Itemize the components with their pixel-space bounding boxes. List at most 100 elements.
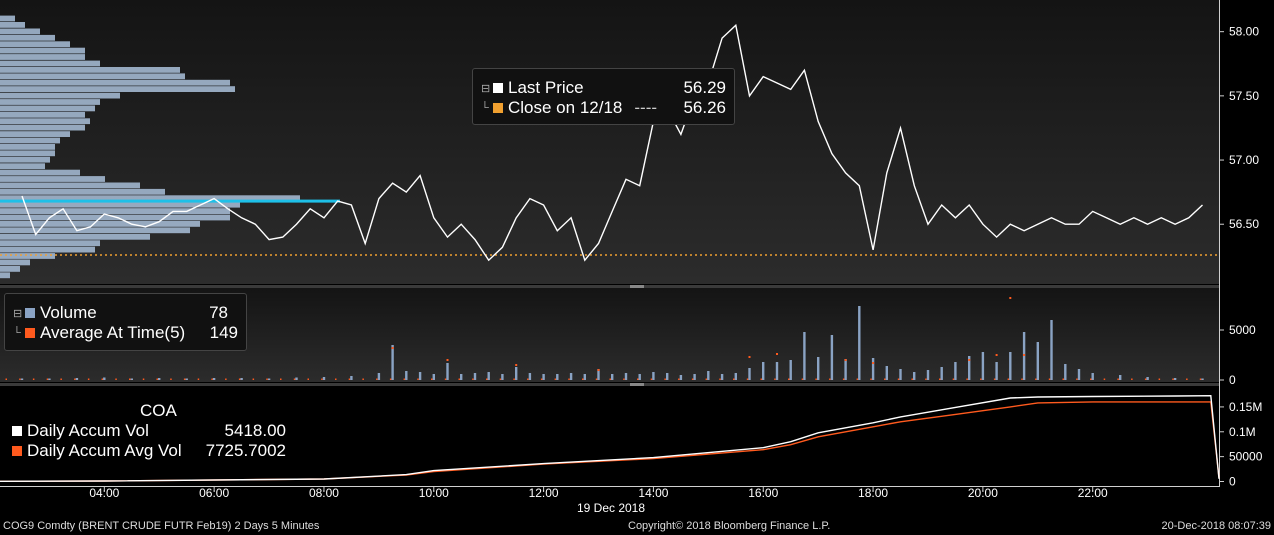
accum-panel: [0, 386, 1219, 486]
volume-profile-bar: [0, 188, 165, 195]
x-tick-label: 08:00: [309, 486, 339, 500]
close-dashes: ----: [634, 98, 658, 117]
last-price-swatch: [493, 83, 503, 93]
y-tick-label: 57.00: [1229, 153, 1259, 167]
volume-legend[interactable]: ⊟ Volume 78 └ Average At Time(5) 149: [4, 293, 247, 351]
volume-bar: [1036, 342, 1039, 380]
volume-bar: [528, 373, 532, 380]
volume-profile-bar: [0, 131, 70, 137]
avg-baseline-dot: [650, 378, 653, 380]
avg-baseline-dot: [321, 378, 323, 380]
volume-swatch: [25, 308, 35, 318]
tree-branch-icon: └: [13, 327, 21, 339]
avg-baseline-dot: [211, 378, 213, 380]
accum-legend[interactable]: COA Daily Accum Vol 5418.00 Daily Accum …: [4, 401, 294, 467]
volume-profile-bar: [0, 118, 90, 125]
volume-bar: [487, 372, 490, 380]
resize-handle-2[interactable]: [630, 383, 644, 386]
avg-baseline-dot: [691, 378, 694, 380]
avg-baseline-dot: [705, 378, 708, 380]
volume-profile-bar: [0, 41, 70, 48]
avg-baseline-dot: [32, 378, 35, 380]
volume-bar: [720, 374, 724, 380]
avg-baseline-dot: [842, 378, 845, 380]
volume-bar: [350, 376, 353, 380]
avg-baseline-dot: [801, 378, 804, 380]
avg-baseline-dot: [609, 378, 611, 380]
footer-bar: COG9 Comdty (BRENT CRUDE FUTR Feb19) 2 D…: [0, 517, 1274, 535]
volume-bar: [611, 374, 614, 380]
x-tick-label: 18:00: [858, 486, 888, 500]
y-tick-label: 57.50: [1229, 89, 1259, 103]
avg-baseline-dot: [623, 378, 625, 380]
y-tick-label: 0.1M: [1229, 425, 1256, 439]
avg-label: Average At Time(5): [40, 323, 186, 342]
x-tick-label: 16:00: [748, 486, 778, 500]
resize-handle-1[interactable]: [630, 285, 644, 288]
volume-bar: [858, 306, 861, 380]
volume-profile-bar: [0, 124, 85, 131]
volume-bar: [377, 373, 381, 380]
x-tick-label: 20:00: [968, 486, 998, 500]
avg-baseline-dot: [472, 378, 474, 380]
last-price-label: Last Price: [508, 78, 584, 97]
avg-baseline-dot: [19, 378, 21, 380]
tree-branch-icon: └: [481, 102, 489, 114]
avg-baseline-dot: [142, 378, 145, 380]
volume-profile-bar: [0, 86, 235, 92]
avg-baseline-dot: [362, 378, 364, 380]
avg-baseline-dot: [87, 378, 90, 380]
volume-profile-bar: [0, 22, 25, 28]
timestamp: 20-Dec-2018 08:07:39: [1161, 520, 1271, 532]
avg-baseline-dot: [444, 378, 447, 380]
panel-divider-1[interactable]: [0, 285, 1219, 288]
x-tick-label: 22:00: [1078, 486, 1108, 500]
avg-baseline-dot: [170, 378, 172, 380]
avg-baseline-dot: [335, 378, 337, 380]
avg-baseline-dot: [183, 378, 186, 380]
volume-bar: [638, 374, 641, 380]
volume-profile-bar: [0, 221, 200, 227]
avg-baseline-dot: [307, 378, 309, 380]
collapse-icon[interactable]: ⊟: [13, 307, 23, 320]
avg-baseline-dot: [939, 378, 941, 380]
volume-bar: [212, 378, 216, 380]
volume-bar: [460, 374, 463, 380]
volume-bar: [20, 378, 24, 380]
avg-baseline-dot: [486, 378, 488, 380]
avg-baseline-dot: [582, 378, 584, 380]
volume-bar: [734, 373, 737, 380]
avg-baseline-dot: [293, 378, 296, 380]
avg-baseline-dot: [197, 378, 200, 380]
volume-bar: [940, 367, 943, 380]
avg-at-time-dot: [446, 359, 449, 361]
avg-baseline-dot: [788, 378, 790, 380]
security-description: COG9 Comdty (BRENT CRUDE FUTR Feb19) 2 D…: [3, 520, 320, 532]
avg-baseline-dot: [1048, 378, 1051, 380]
volume-profile-bar: [0, 195, 300, 202]
avg-baseline-dot: [554, 378, 557, 380]
price-series: [0, 23, 1219, 262]
avg-baseline-dot: [664, 378, 666, 380]
avg-baseline-dot: [1103, 378, 1106, 380]
volume-profile-bar: [0, 111, 85, 118]
volume-profile-bar: [0, 144, 55, 150]
price-legend[interactable]: ⊟ Last Price 56.29 └ Close on 12/18 ----…: [472, 68, 735, 125]
volume-bar: [583, 374, 586, 380]
volume-profile-bar: [0, 259, 30, 266]
last-price-value: 56.29: [683, 78, 726, 97]
avg-at-time-dot: [748, 356, 751, 358]
avg-baseline-dot: [568, 378, 570, 380]
avg-baseline-dot: [952, 378, 955, 380]
avg-baseline-dot: [884, 378, 886, 380]
volume-bar: [789, 360, 792, 380]
volume-bar: [103, 377, 106, 380]
avg-swatch: [25, 328, 35, 338]
avg-baseline-dot: [280, 378, 282, 380]
avg-baseline-dot: [993, 378, 996, 380]
volume-profile-bar: [0, 182, 140, 189]
panel-divider-2[interactable]: [0, 383, 1219, 386]
collapse-icon[interactable]: ⊟: [481, 82, 491, 95]
volume-bar: [913, 372, 916, 380]
volume-bar: [830, 335, 834, 380]
